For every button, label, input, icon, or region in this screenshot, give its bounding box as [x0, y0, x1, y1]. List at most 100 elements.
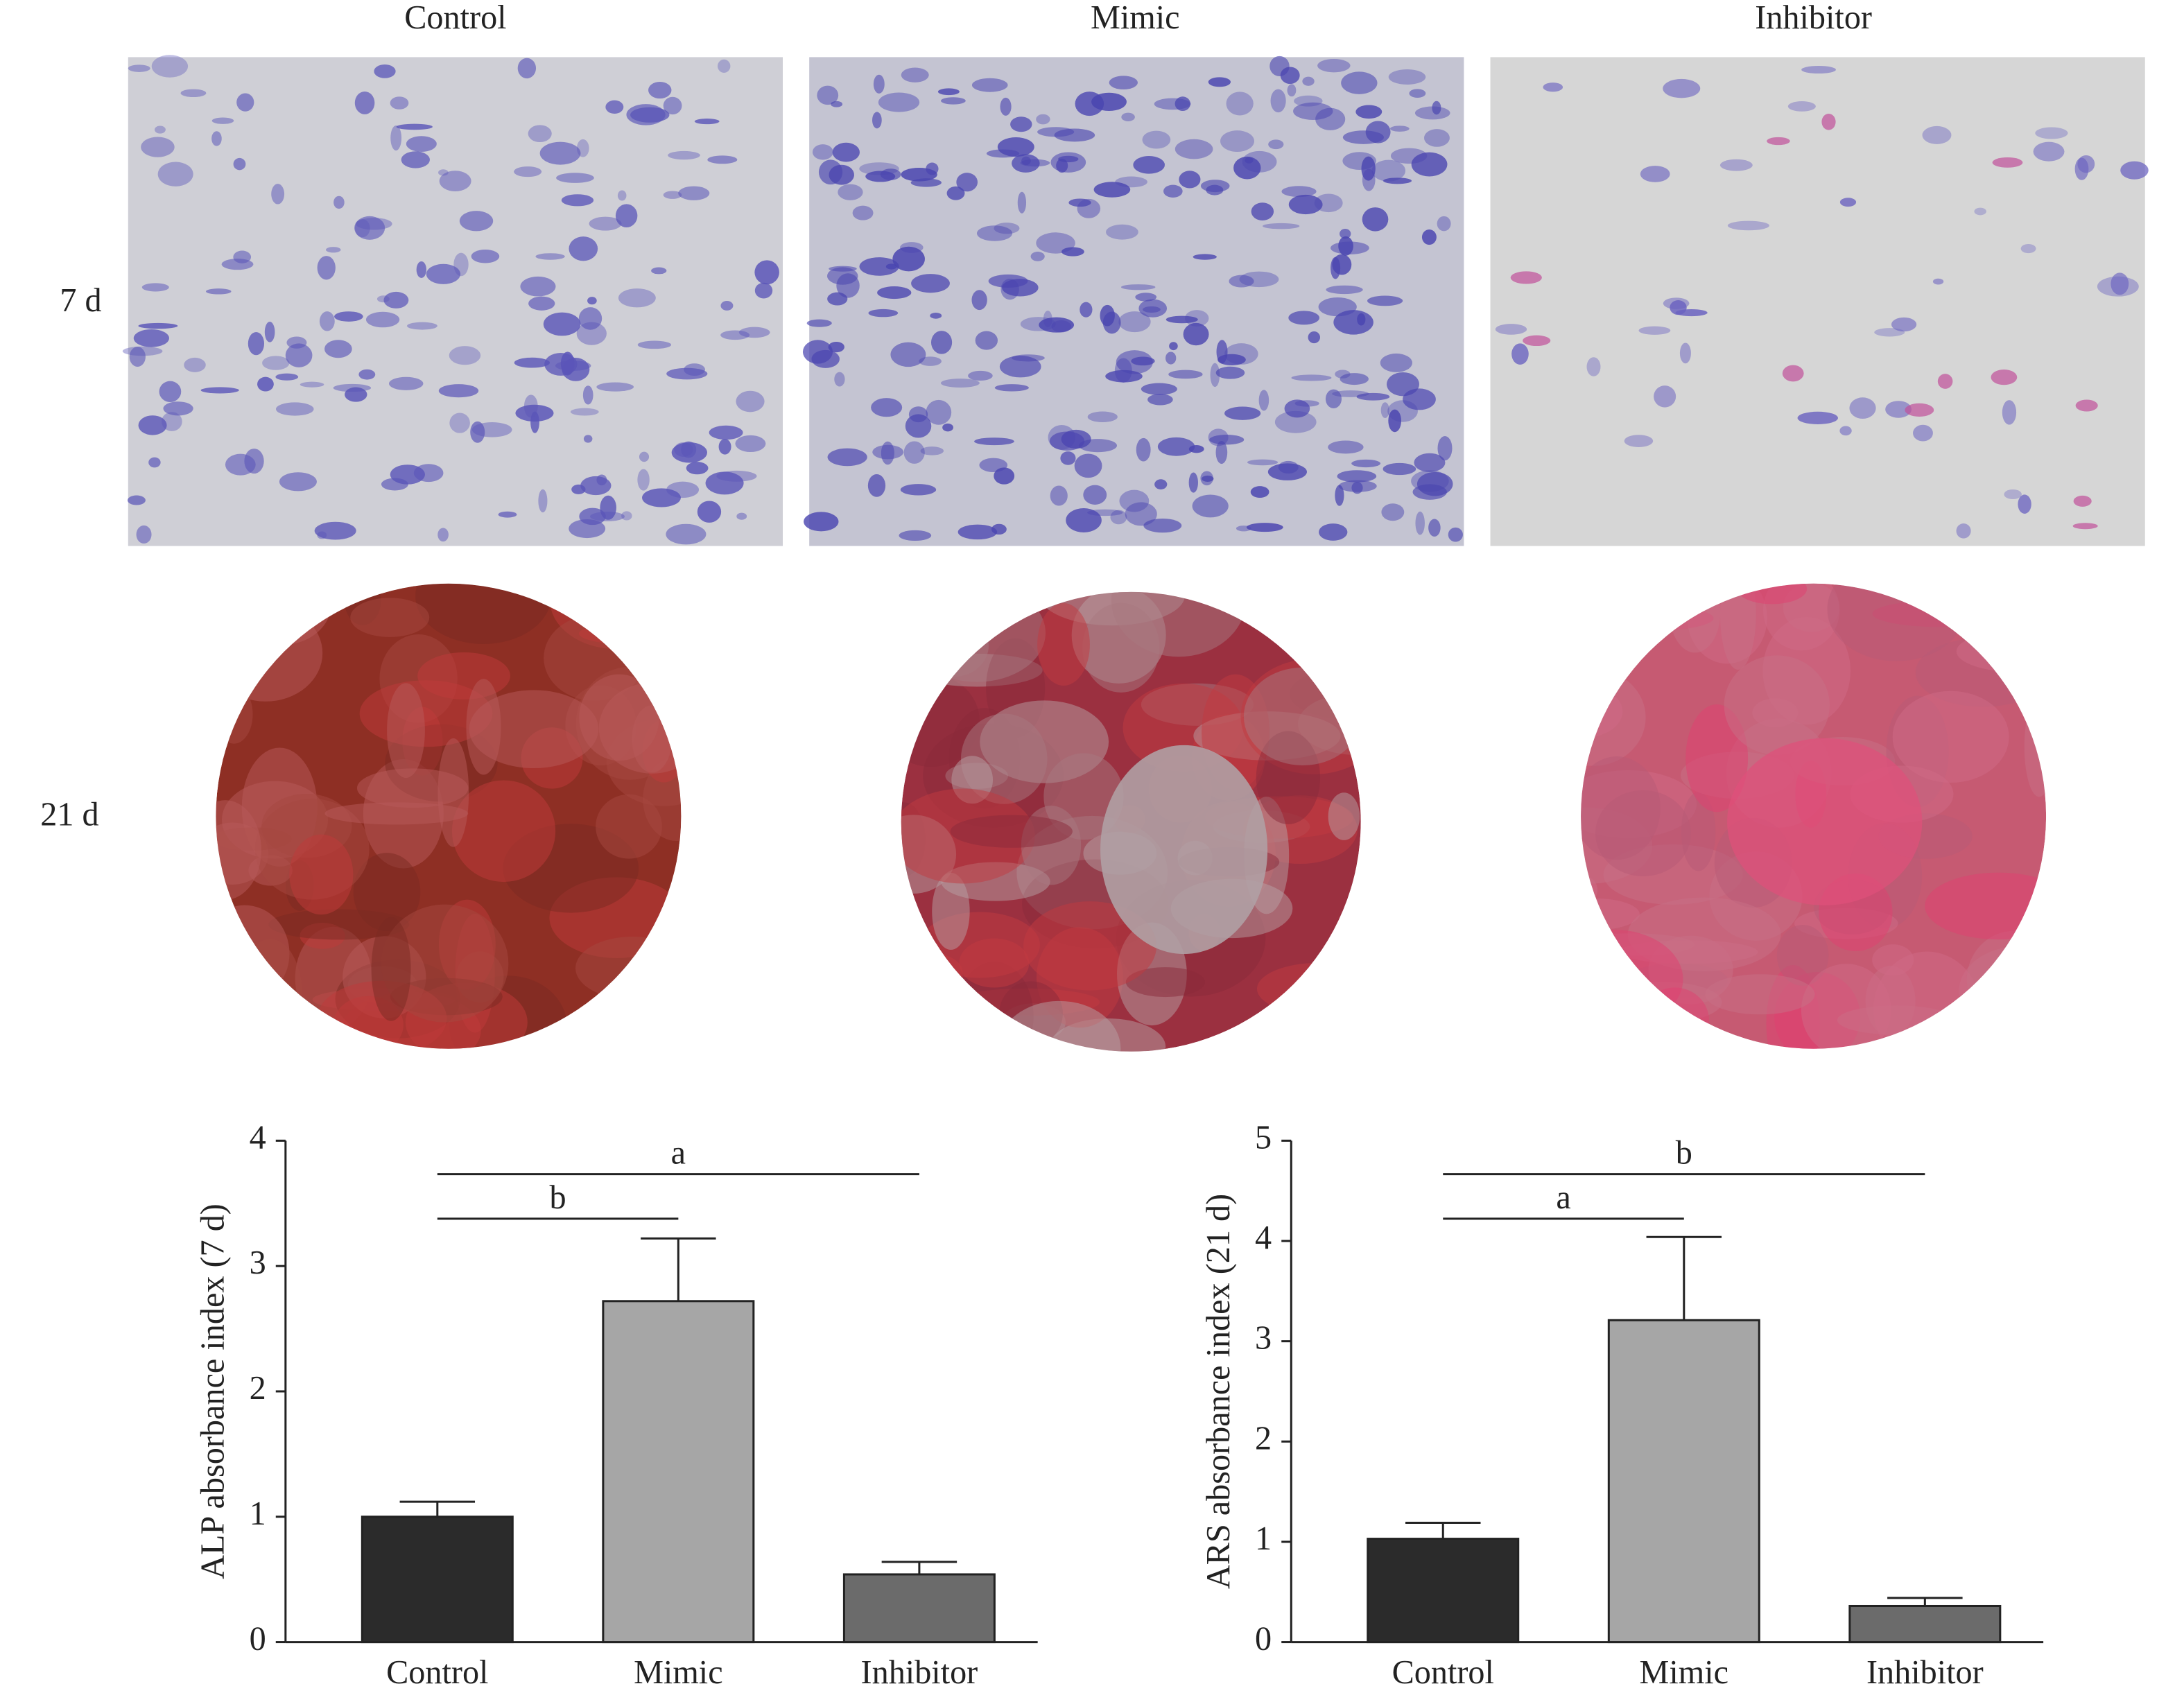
cell: [233, 157, 246, 171]
cell: [880, 168, 901, 180]
cell: [1974, 207, 1986, 216]
cell: [829, 266, 857, 272]
cell: [262, 356, 290, 370]
cell: [539, 141, 581, 165]
stain: [1037, 603, 1090, 686]
stain: [1801, 964, 1891, 1049]
cell: [1188, 472, 1198, 493]
cell: [885, 263, 897, 270]
cell: [1135, 293, 1157, 302]
cell: [319, 311, 335, 331]
cell: [1409, 89, 1426, 98]
cell: [1168, 370, 1203, 379]
cell: [334, 311, 363, 322]
cell: [663, 191, 682, 199]
cell: [1332, 390, 1369, 397]
stain: [632, 705, 673, 773]
cell: [1437, 216, 1451, 232]
cell: [520, 276, 556, 297]
cell: [383, 291, 409, 309]
cell: [1068, 198, 1091, 207]
cell: [578, 307, 603, 330]
row-label: 7 d: [60, 282, 101, 319]
cell: [257, 376, 274, 392]
cell: [159, 381, 182, 402]
cell: [718, 439, 731, 455]
significance-label: a: [1556, 1179, 1570, 1216]
cell: [1012, 354, 1045, 362]
cell: [1074, 453, 1102, 478]
row-label: 21 d: [40, 796, 98, 833]
cell: [678, 186, 710, 200]
stain: [1925, 872, 2047, 940]
cell: [1654, 385, 1676, 408]
cell: [1215, 441, 1228, 464]
stain: [1292, 591, 1361, 642]
cell: [2020, 243, 2036, 254]
cell: [162, 412, 182, 431]
stain: [437, 738, 469, 847]
cell: [1356, 392, 1390, 401]
cell: [438, 384, 479, 398]
y-tick-label: 5: [1255, 1119, 1272, 1156]
x-tick-label: Inhibitor: [861, 1654, 978, 1691]
cell: [1049, 431, 1085, 451]
cell: [859, 257, 899, 276]
cell: [1371, 159, 1406, 182]
cell: [1000, 97, 1012, 116]
cell: [154, 125, 166, 134]
stain: [1100, 745, 1268, 955]
cell: [136, 525, 152, 544]
cell: [971, 290, 987, 311]
cell: [1087, 509, 1123, 516]
cell: [437, 528, 449, 542]
cell: [1381, 503, 1405, 521]
cell: [326, 247, 341, 253]
cell: [1767, 137, 1790, 146]
cell: [354, 219, 370, 238]
cell: [878, 92, 920, 112]
cell: [872, 112, 882, 129]
cell: [390, 125, 402, 151]
cell: [905, 414, 932, 438]
cell: [1280, 67, 1300, 85]
cell: [300, 381, 324, 388]
cell: [141, 137, 175, 157]
cell: [1383, 177, 1412, 184]
cell: [596, 382, 634, 392]
cell: [974, 437, 1014, 446]
bar: [1367, 1538, 1520, 1644]
cell: [804, 512, 839, 532]
stain: [1581, 684, 1623, 739]
cell: [681, 441, 697, 458]
cell: [1078, 439, 1117, 453]
stain: [216, 583, 259, 647]
cell: [1175, 139, 1213, 159]
stain: [1988, 601, 2047, 652]
cell: [1414, 453, 1446, 472]
stain: [233, 583, 332, 645]
cell: [1340, 373, 1369, 385]
cell: [1331, 257, 1341, 279]
cell: [621, 511, 632, 521]
cell: [1412, 484, 1447, 500]
cell: [1246, 523, 1283, 532]
cell: [157, 162, 193, 186]
cell: [867, 474, 886, 497]
stain: [1670, 583, 1721, 653]
stain: [1681, 792, 1716, 871]
cell: [122, 346, 163, 356]
x-tick-label: Mimic: [634, 1654, 723, 1691]
cell: [236, 93, 254, 112]
cell: [1054, 128, 1095, 142]
stain: [1256, 962, 1361, 1015]
stain: [1308, 982, 1361, 1052]
y-tick-label: 2: [250, 1370, 266, 1407]
y-tick-label: 3: [250, 1244, 266, 1281]
cell: [668, 150, 700, 160]
bar: [361, 1516, 514, 1644]
cell: [994, 467, 1015, 485]
cell: [390, 464, 425, 485]
cell: [2072, 523, 2098, 530]
